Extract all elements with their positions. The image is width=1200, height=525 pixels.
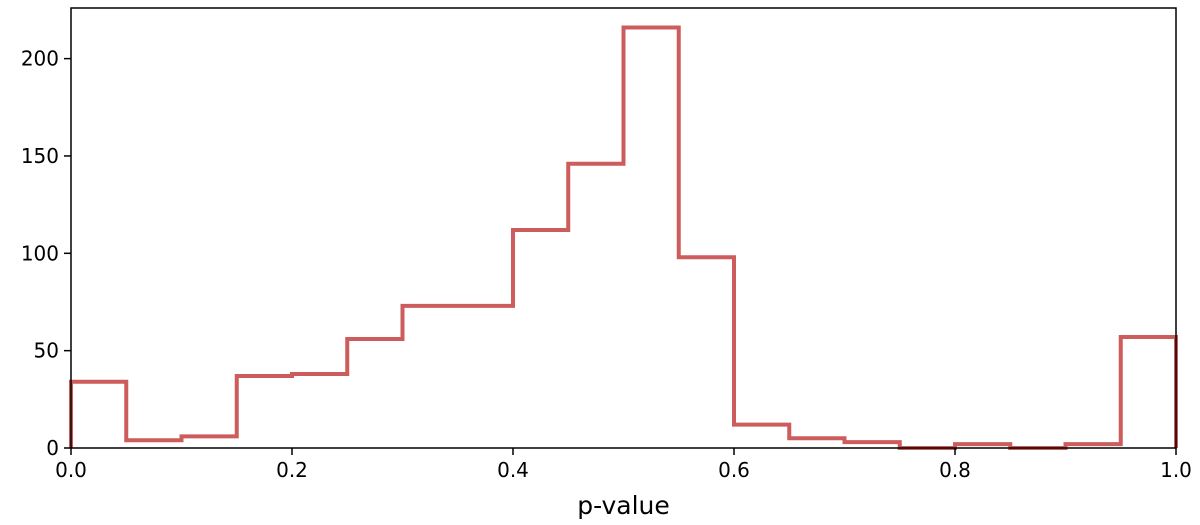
histogram-bin — [679, 257, 734, 448]
y-tick-label: 0 — [46, 436, 59, 460]
y-axis-ticks: 0 50 100 150 200 — [21, 47, 71, 460]
histogram-step-outline — [69, 25, 1178, 450]
histogram-bin — [624, 27, 679, 448]
histogram-bin — [513, 230, 568, 448]
histogram-bin — [71, 382, 126, 448]
x-tick-label: 0.4 — [497, 458, 529, 482]
histogram-bin — [403, 306, 458, 448]
x-axis-ticks: 0.0 0.2 0.4 0.6 0.8 1.0 — [55, 448, 1192, 482]
y-tick-label: 50 — [34, 339, 59, 363]
y-tick-label: 150 — [21, 144, 59, 168]
histogram-bin — [347, 339, 402, 448]
histogram-bin — [237, 376, 292, 448]
histogram-bin — [734, 425, 789, 448]
x-axis-label: p-value — [577, 491, 670, 520]
x-tick-label: 0.2 — [276, 458, 308, 482]
histogram-bin — [1121, 337, 1176, 448]
plot-frame — [70, 7, 1177, 449]
x-tick-label: 0.8 — [939, 458, 971, 482]
histogram-bin — [458, 306, 513, 448]
x-tick-label: 0.0 — [55, 458, 87, 482]
y-tick-label: 100 — [21, 241, 59, 265]
x-tick-label: 1.0 — [1160, 458, 1192, 482]
histogram-bin — [292, 374, 347, 448]
histogram-bin — [568, 164, 623, 448]
x-tick-label: 0.6 — [718, 458, 750, 482]
y-tick-label: 200 — [21, 47, 59, 71]
